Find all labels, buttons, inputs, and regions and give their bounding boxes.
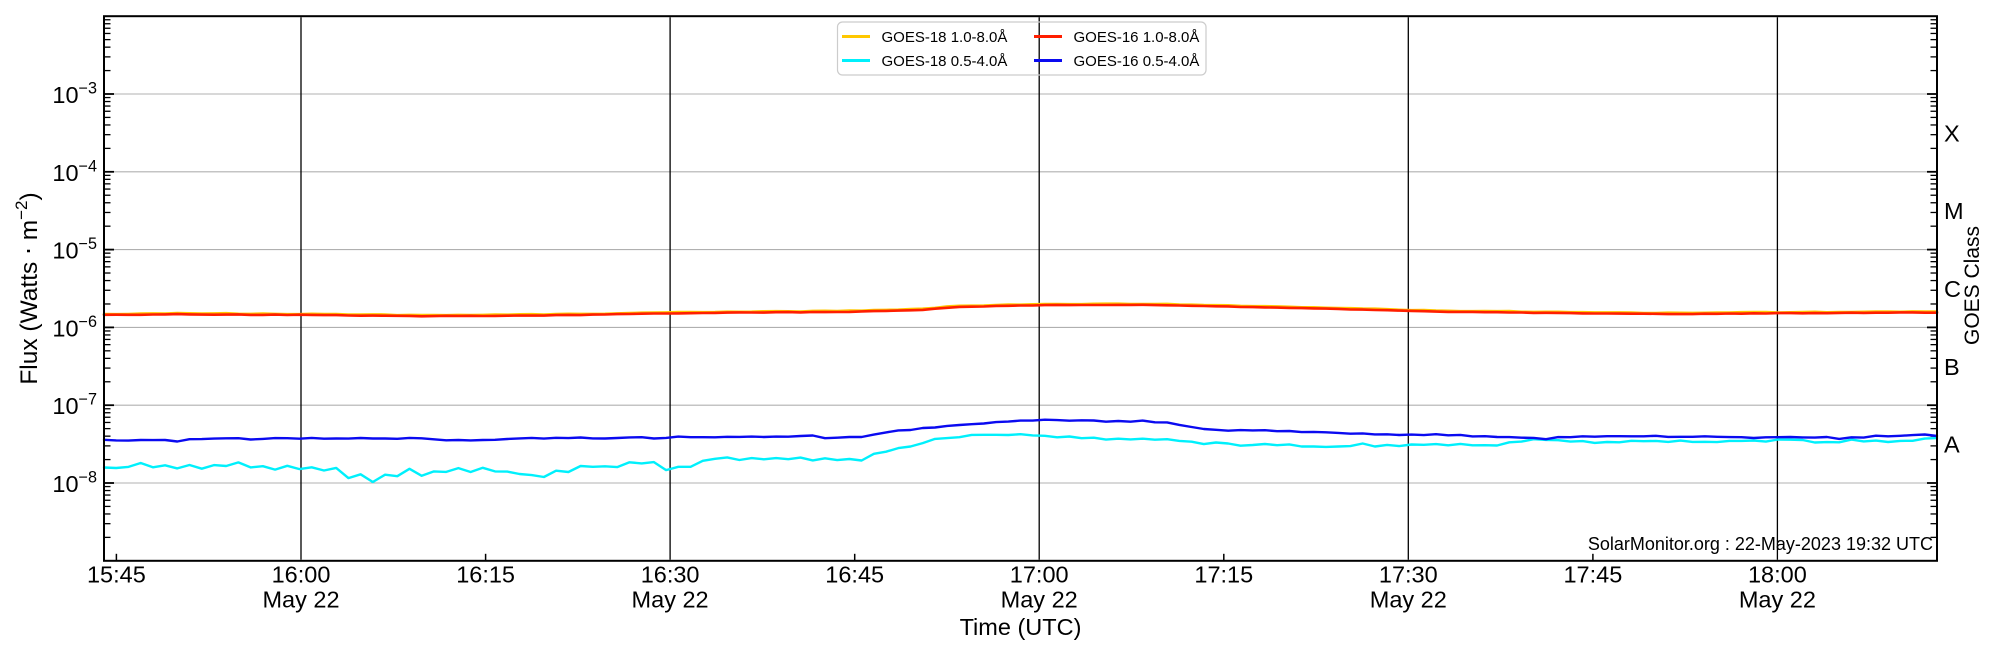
svg-text:Flux (Watts ⋅ m−2): Flux (Watts ⋅ m−2) [12,192,43,384]
svg-text:16:30: 16:30 [641,562,700,588]
svg-text:A: A [1944,432,1960,458]
svg-text:May 22: May 22 [1370,587,1447,613]
svg-text:May 22: May 22 [632,587,709,613]
svg-text:Time (UTC): Time (UTC) [960,614,1082,640]
svg-text:GOES Class: GOES Class [1961,226,1984,345]
svg-text:17:30: 17:30 [1379,562,1438,588]
svg-text:SolarMonitor.org : 22-May-2023: SolarMonitor.org : 22-May-2023 19:32 UTC [1588,534,1933,554]
svg-text:15:45: 15:45 [87,562,146,588]
svg-text:17:00: 17:00 [1010,562,1069,588]
svg-text:May 22: May 22 [1001,587,1078,613]
svg-text:GOES-18 0.5-4.0Å: GOES-18 0.5-4.0Å [882,53,1008,70]
svg-text:16:45: 16:45 [825,562,884,588]
svg-text:10−6: 10−6 [52,313,97,342]
svg-text:10−4: 10−4 [52,157,97,186]
svg-text:May 22: May 22 [262,587,339,613]
svg-text:C: C [1944,276,1961,302]
svg-text:17:45: 17:45 [1563,562,1622,588]
svg-text:16:15: 16:15 [456,562,515,588]
svg-text:17:15: 17:15 [1194,562,1253,588]
svg-text:GOES-18 1.0-8.0Å: GOES-18 1.0-8.0Å [882,29,1008,46]
svg-text:May 22: May 22 [1739,587,1816,613]
svg-text:16:00: 16:00 [272,562,331,588]
svg-text:M: M [1944,198,1964,224]
svg-text:18:00: 18:00 [1748,562,1807,588]
svg-text:GOES-16 0.5-4.0Å: GOES-16 0.5-4.0Å [1074,53,1200,70]
svg-text:B: B [1944,354,1960,380]
svg-text:GOES-16 1.0-8.0Å: GOES-16 1.0-8.0Å [1074,29,1200,46]
svg-text:X: X [1944,120,1960,146]
